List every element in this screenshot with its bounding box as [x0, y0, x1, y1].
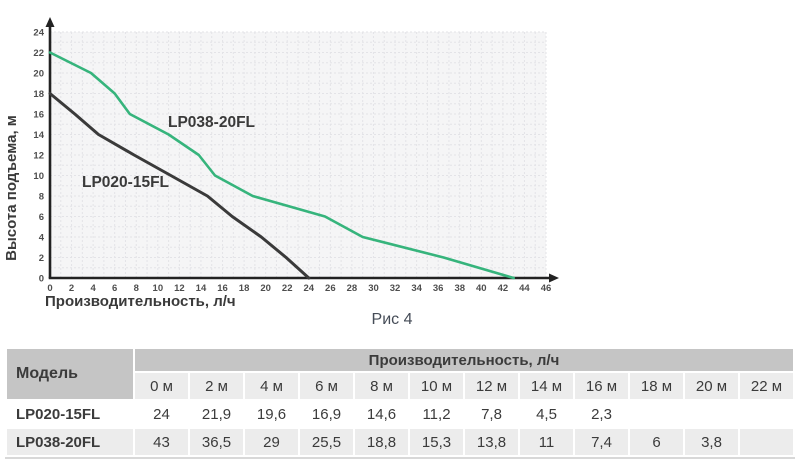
svg-text:16: 16: [217, 283, 228, 294]
column-header: 18 м: [630, 373, 683, 399]
table-row: LP020-15FL 24 21,9 19,6 16,9 14,6 11,2 7,8 4,5 2,…: [7, 401, 793, 427]
column-header: 6 м: [300, 373, 353, 399]
value-cell: 6: [630, 429, 683, 455]
value-cell: [685, 401, 738, 427]
svg-text:34: 34: [411, 283, 422, 294]
svg-text:36: 36: [433, 283, 444, 294]
svg-text:14: 14: [33, 130, 44, 141]
pump-performance-chart: 0 2 4 6 8 10 12 14 16 18 20 22 24 26 28 30 32 34 36 38 40 42 4…: [3, 17, 559, 328]
column-header: 0 м: [135, 373, 188, 399]
svg-text:22: 22: [282, 283, 293, 294]
column-header: 22 м: [740, 373, 793, 399]
value-cell: 13,8: [465, 429, 518, 455]
column-header: 12 м: [465, 373, 518, 399]
svg-text:22: 22: [33, 48, 44, 59]
svg-text:20: 20: [33, 69, 44, 80]
value-cell: 11,2: [410, 401, 463, 427]
svg-text:24: 24: [33, 28, 44, 39]
svg-text:24: 24: [303, 283, 314, 294]
svg-text:46: 46: [541, 283, 552, 294]
svg-text:44: 44: [519, 283, 530, 294]
value-cell: 36,5: [190, 429, 243, 455]
svg-text:12: 12: [33, 151, 44, 162]
value-cell: 15,3: [410, 429, 463, 455]
svg-text:10: 10: [153, 283, 164, 294]
series-line-LP038-20FL: [48, 51, 516, 280]
svg-text:38: 38: [454, 283, 465, 294]
svg-text:40: 40: [476, 283, 487, 294]
pump-chart-svg: 0 2 4 6 8 10 12 14 16 18 20 22 24 26 28 30 32 34 36 38 40 42 4…: [3, 17, 559, 310]
column-header: 10 м: [410, 373, 463, 399]
value-cell: 14,6: [355, 401, 408, 427]
column-header: 2 м: [190, 373, 243, 399]
column-header: 4 м: [245, 373, 298, 399]
value-cell: 24: [135, 401, 188, 427]
value-cell: 3,8: [685, 429, 738, 455]
table-header-row: Модель Производительность, л/ч: [7, 349, 793, 399]
y-axis-arrow: [45, 17, 55, 27]
svg-text:4: 4: [39, 233, 45, 244]
svg-text:6: 6: [112, 283, 117, 294]
column-header: 14 м: [520, 373, 573, 399]
figure-caption: Рис 4: [371, 311, 413, 328]
value-cell: 21,9: [190, 401, 243, 427]
table-body: LP020-15FL 24 21,9 19,6 16,9 14,6 11,2 7,8 4,5 2,…: [7, 401, 793, 455]
svg-text:28: 28: [347, 283, 358, 294]
series-label-LP020-15FL: LP020-15FL: [82, 174, 169, 191]
value-cell: 19,6: [245, 401, 298, 427]
svg-text:30: 30: [368, 283, 379, 294]
svg-text:14: 14: [196, 283, 207, 294]
svg-text:8: 8: [39, 192, 44, 203]
svg-text:2: 2: [39, 253, 44, 264]
svg-text:0: 0: [47, 283, 52, 294]
value-cell: 7,8: [465, 401, 518, 427]
svg-text:26: 26: [325, 283, 336, 294]
value-cell: 16,9: [300, 401, 353, 427]
svg-text:12: 12: [174, 283, 185, 294]
value-cell: 43: [135, 429, 188, 455]
svg-text:18: 18: [33, 89, 44, 100]
column-header: 8 м: [355, 373, 408, 399]
table-row: LP038-20FL 43 36,5 29 25,5 18,8 15,3 13,8 11 7,4 6…: [7, 429, 793, 455]
svg-text:42: 42: [498, 283, 509, 294]
value-cell: [740, 401, 793, 427]
value-cell: 7,4: [575, 429, 628, 455]
x-tick-labels: 0 2 4 6 8 10 12 14 16 18 20 22 24 26 28 30 32 34 36 38 40 42 4…: [47, 283, 551, 294]
value-cell: 11: [520, 429, 573, 455]
value-cell: 4,5: [520, 401, 573, 427]
svg-text:4: 4: [90, 283, 96, 294]
svg-text:6: 6: [39, 212, 44, 223]
value-cell: 2,3: [575, 401, 628, 427]
x-axis-title: Производительность, л/ч: [45, 293, 236, 310]
series-line-LP020-15FL: [48, 92, 311, 280]
value-cell: 29: [245, 429, 298, 455]
value-cell: 25,5: [300, 429, 353, 455]
model-cell: LP038-20FL: [7, 429, 133, 455]
x-axis-arrow: [549, 273, 559, 283]
svg-text:20: 20: [260, 283, 271, 294]
svg-text:10: 10: [33, 171, 44, 182]
y-axis-title: Высота подъема, м: [3, 115, 20, 261]
svg-text:2: 2: [69, 283, 74, 294]
svg-text:32: 32: [390, 283, 401, 294]
model-column-header: Модель: [7, 349, 133, 399]
axes: [48, 25, 551, 280]
svg-text:18: 18: [239, 283, 250, 294]
svg-text:16: 16: [33, 110, 44, 121]
group-header: Производительность, л/ч: [135, 349, 793, 371]
value-cell: [740, 429, 793, 455]
model-cell: LP020-15FL: [7, 401, 133, 427]
svg-text:8: 8: [134, 283, 139, 294]
svg-text:0: 0: [39, 274, 44, 285]
value-cell: [630, 401, 683, 427]
column-header: 16 м: [575, 373, 628, 399]
value-cell: 18,8: [355, 429, 408, 455]
column-header: 20 м: [685, 373, 738, 399]
series-label-LP038-20FL: LP038-20FL: [168, 114, 255, 131]
